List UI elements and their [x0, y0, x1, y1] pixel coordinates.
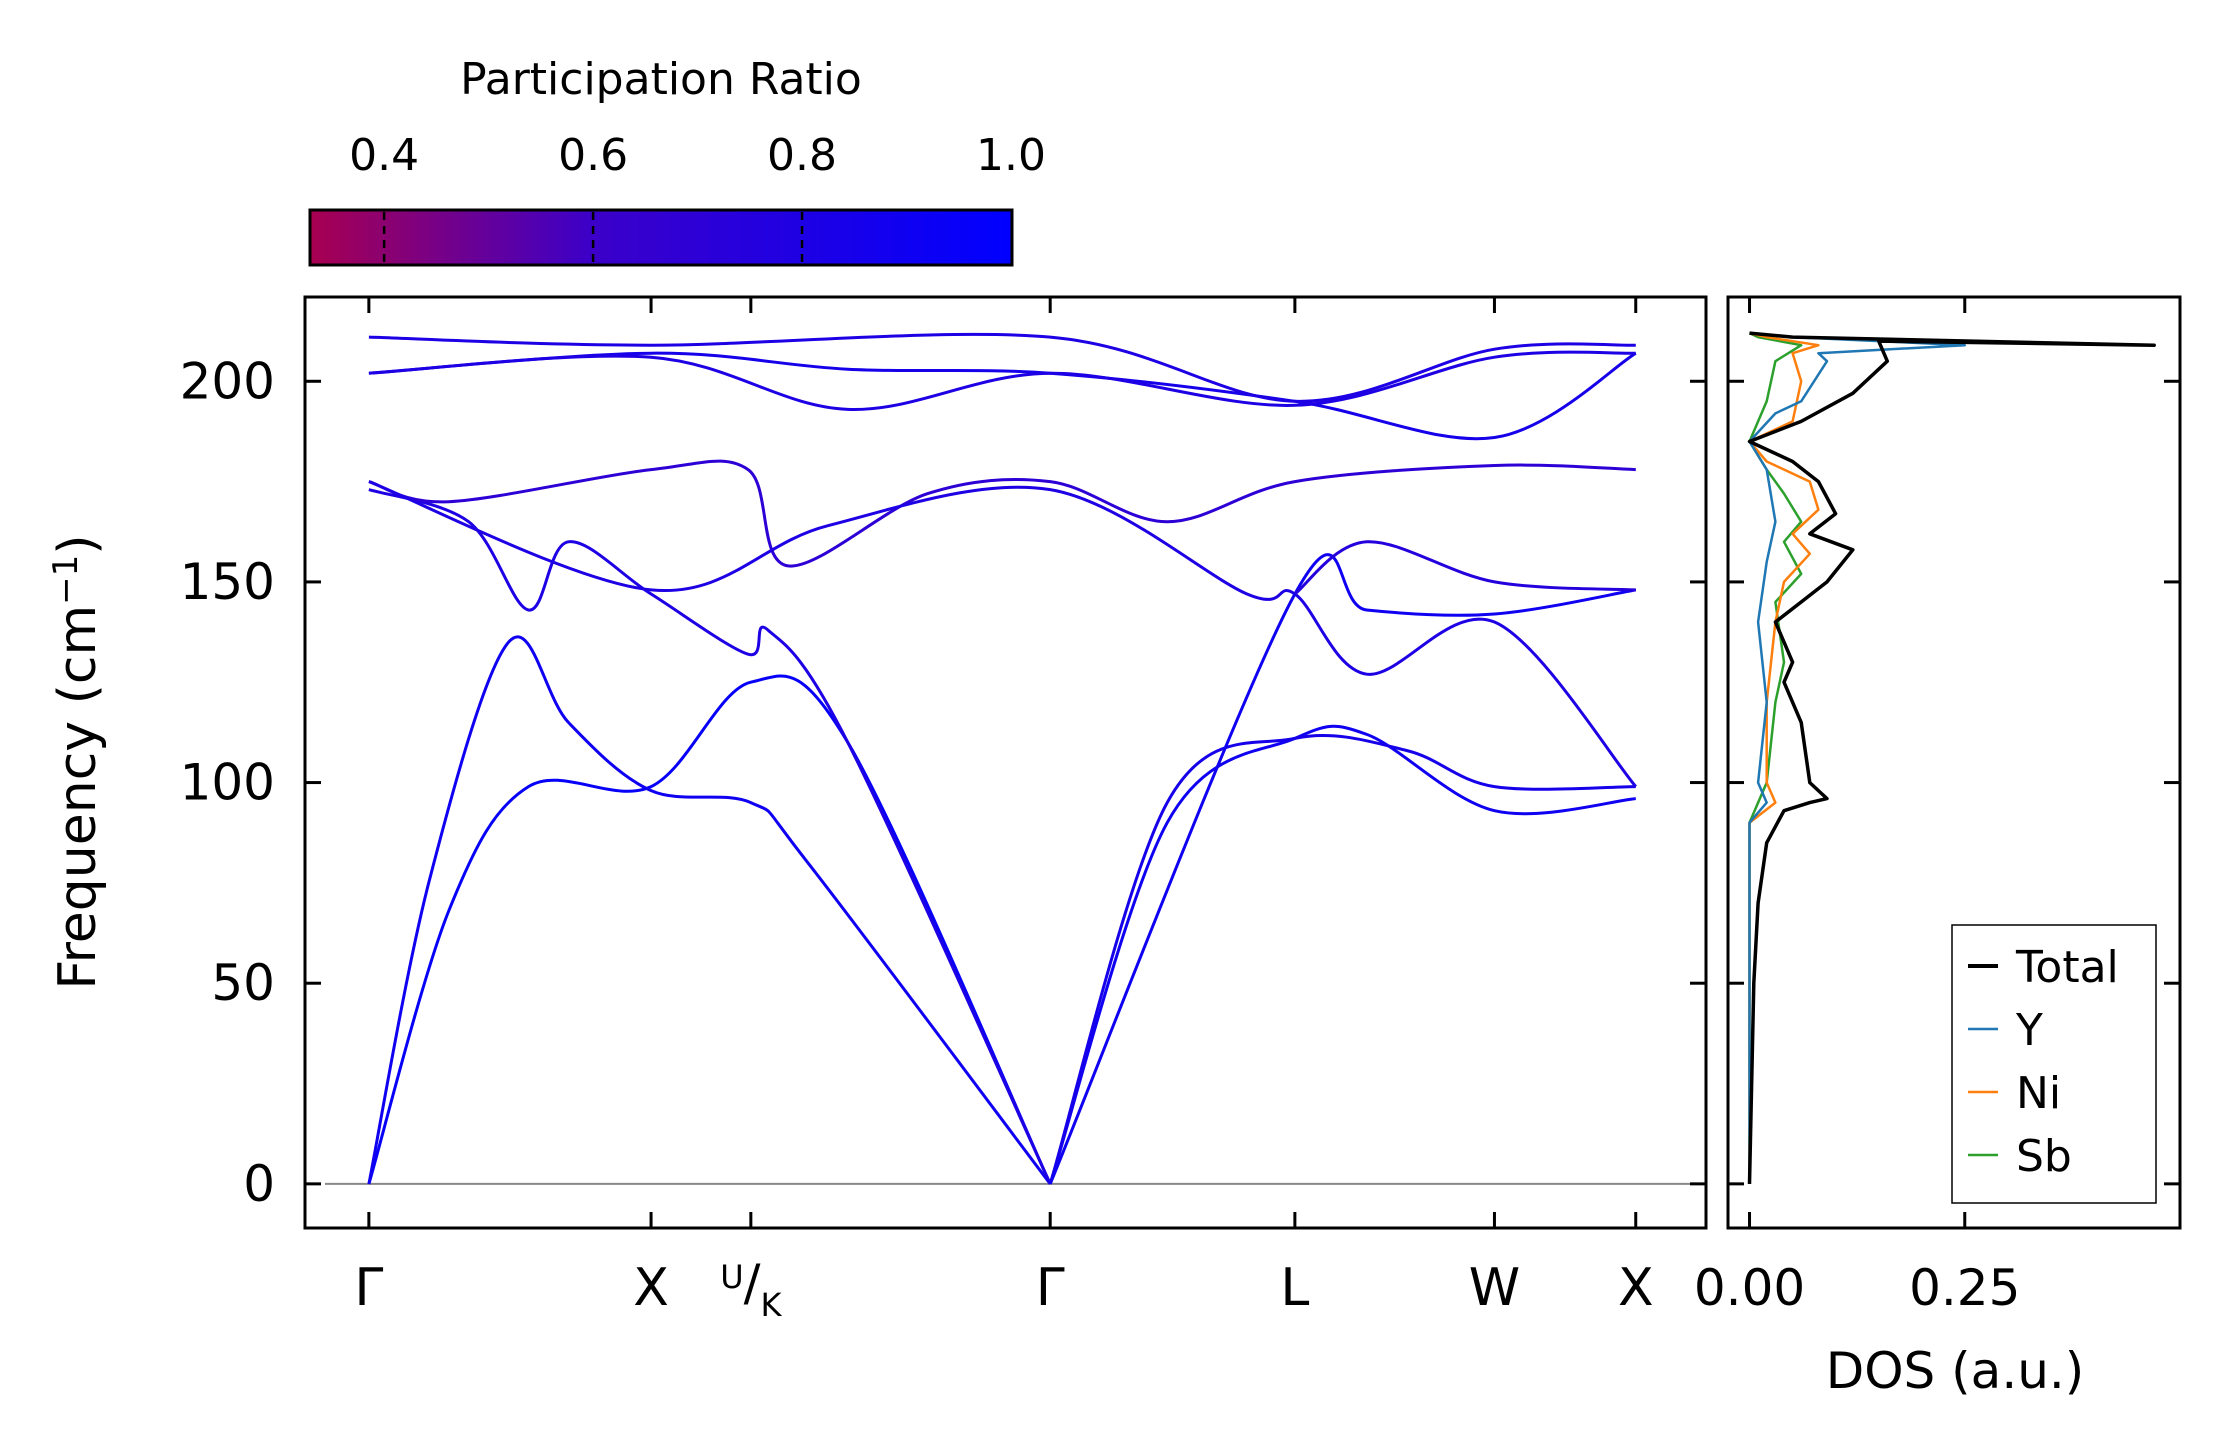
colorbar-tick-label: 0.4 — [349, 130, 419, 181]
y-axis-label: Frequency (cm−1) — [46, 534, 108, 989]
kpoint-label-W: W — [1469, 1258, 1520, 1318]
colorbar-tick-label: 0.8 — [767, 130, 837, 181]
legend-label-total: Total — [2015, 942, 2119, 993]
phonon-band-10 — [368, 351, 1637, 441]
dos-x-tick-label: 0.00 — [1694, 1259, 1805, 1317]
phonon-band-7 — [1048, 734, 1636, 1185]
phonon-band-9 — [1293, 540, 1636, 596]
legend: Total Y Ni Sb — [1951, 924, 2157, 1204]
phonon-band-1 — [367, 674, 1052, 1185]
colorbar: Participation Ratio 0.4 0.6 0.8 1.0 — [308, 54, 1046, 267]
dos-line-ni — [1748, 331, 1820, 1184]
phonon-band-5 — [368, 480, 1637, 788]
kpoint-label-Γ: Γ — [1036, 1258, 1065, 1318]
phonon-band-12 — [368, 350, 1636, 411]
phonon-band-2 — [367, 635, 1052, 1185]
y-tick-label: 50 — [211, 954, 275, 1012]
phonon-band-4 — [368, 459, 1636, 568]
y-tick-label: 0 — [243, 1155, 275, 1213]
kpoint-label-Γ: Γ — [354, 1258, 383, 1318]
dos-line-sb — [1748, 331, 1803, 1184]
band-structure-frame — [303, 295, 1708, 1230]
y-tick-label: 150 — [180, 553, 275, 611]
kpoint-label-U-K: U/K — [720, 1254, 782, 1324]
kpoint-label-X: X — [633, 1258, 669, 1318]
legend-label-ni: Ni — [2016, 1068, 2061, 1119]
dos-line-total — [1747, 331, 2156, 1184]
colorbar-label: Participation Ratio — [460, 54, 862, 105]
dos-frame — [1726, 295, 2182, 1230]
colorbar-tick-label: 1.0 — [976, 130, 1046, 181]
dos-panel: 0.00 0.25 DOS (a.u.) Total Y Ni Sb — [1694, 295, 2182, 1400]
kpoint-label-L: L — [1280, 1258, 1309, 1318]
colorbar-tick-label: 0.6 — [558, 130, 628, 181]
kpoint-label-X: X — [1618, 1258, 1654, 1318]
phonon-band-6 — [1048, 724, 1636, 1185]
colorbar-bar — [308, 208, 1014, 267]
dos-x-tick-label: 0.25 — [1909, 1259, 2020, 1317]
dos-x-axis-label: DOS (a.u.) — [1826, 1342, 2085, 1400]
phonon-band-3 — [368, 488, 1052, 1185]
band-structure-panel: 0 50 100 150 200 Γ X U/K Γ L W X Frequency (cm−1) — [46, 295, 1708, 1324]
y-tick-label: 100 — [180, 754, 275, 812]
legend-label-sb: Sb — [2016, 1131, 2072, 1182]
y-tick-label: 200 — [180, 352, 275, 410]
phonon-band-11 — [368, 332, 1636, 403]
dos-line-y — [1748, 331, 1967, 1184]
legend-label-y: Y — [2015, 1005, 2043, 1056]
phonon-band-8 — [1048, 553, 1637, 1185]
legend-frame — [1951, 924, 2157, 1204]
